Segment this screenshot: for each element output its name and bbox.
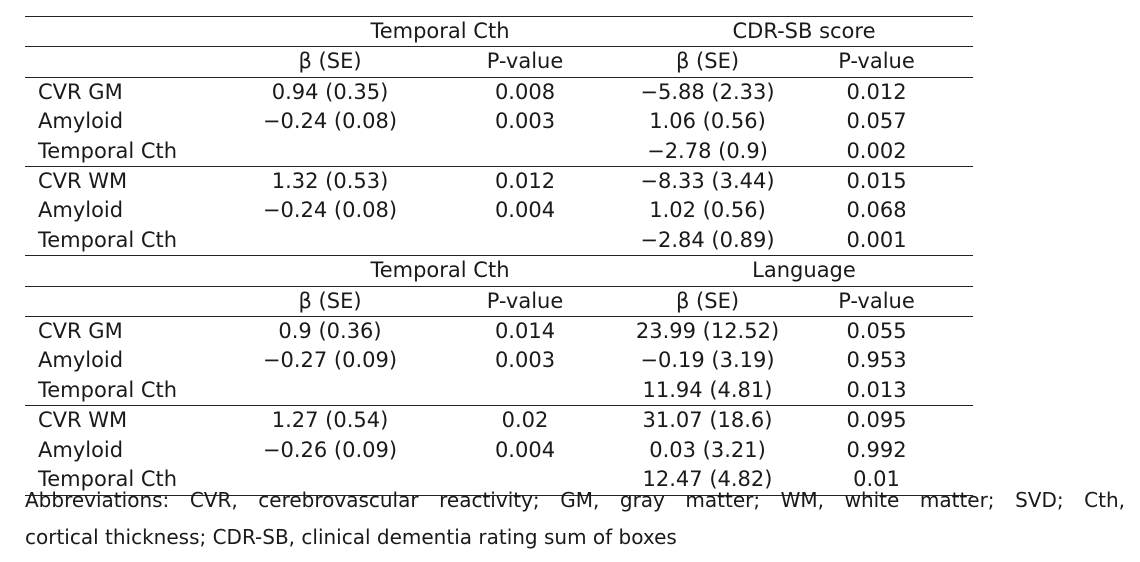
table-cell: 0.003 <box>494 109 556 134</box>
table-cell: 0.003 <box>494 348 556 373</box>
table-cell: 0.94 (0.35) <box>271 79 389 104</box>
table-cell: −0.24 (0.08) <box>262 198 398 223</box>
column-header: β (SE) <box>635 285 780 318</box>
footnote-line: Abbreviations: CVR, cerebrovascular reac… <box>25 488 1125 512</box>
table-cell: 0.014 <box>494 319 556 344</box>
table-row: Temporal Cth 11.94 (4.81) 0.013 <box>25 375 973 407</box>
row-label: Temporal Cth <box>25 375 245 407</box>
table-cell: 0.953 <box>846 348 907 373</box>
table-cell <box>415 465 635 496</box>
table-row: Amyloid −0.24 (0.08) 0.004 1.02 (0.56) 0… <box>25 196 973 225</box>
table-cell: 0.013 <box>780 375 973 407</box>
row-label: CVR GM <box>38 79 123 104</box>
group-header: CDR-SB score <box>635 15 973 47</box>
table-cell: 0.9 (0.36) <box>278 319 382 344</box>
column-header: P-value <box>780 46 973 78</box>
table-cell: 0.015 <box>846 169 907 194</box>
row-label: Temporal Cth <box>25 225 245 257</box>
table-cell: 0.055 <box>846 319 907 344</box>
table-cell: 0.012 <box>494 169 556 194</box>
table-cell: 23.99 (12.52) <box>635 319 780 344</box>
table-cell: 0.095 <box>846 408 907 433</box>
group-header: Temporal Cth <box>245 15 635 47</box>
table-row: Amyloid −0.26 (0.09) 0.004 0.03 (3.21) 0… <box>25 436 973 465</box>
column-header-row: β (SE) P-value β (SE) P-value <box>25 46 973 78</box>
table-cell: 1.02 (0.56) <box>649 198 766 223</box>
table-cell <box>245 136 415 168</box>
group-header-row: Temporal Cth Language <box>25 256 973 286</box>
table-cell: 0.012 <box>846 79 907 104</box>
table-row: Amyloid −0.24 (0.08) 0.003 1.06 (0.56) 0… <box>25 107 973 136</box>
table-cell: 0.008 <box>494 79 556 104</box>
table-cell: 1.27 (0.54) <box>271 408 389 433</box>
table-cell: −0.26 (0.09) <box>262 437 398 462</box>
row-label: CVR WM <box>38 169 128 194</box>
table-cell: 0.004 <box>494 437 556 462</box>
column-header: β (SE) <box>635 46 780 78</box>
footnote-line: cortical thickness; CDR-SB, clinical dem… <box>25 525 677 549</box>
column-header: β (SE) <box>245 46 415 78</box>
table-cell: 0.001 <box>780 225 973 257</box>
table-cell: 11.94 (4.81) <box>635 375 780 407</box>
table-cell: 0.992 <box>846 437 907 462</box>
results-table: Temporal Cth CDR-SB score β (SE) P-value… <box>25 15 973 496</box>
table-cell: −5.88 (2.33) <box>640 79 775 104</box>
column-header: P-value <box>415 46 635 78</box>
row-label: Temporal Cth <box>25 136 245 168</box>
table-cell: 0.01 <box>780 465 973 496</box>
row-label: Amyloid <box>38 437 124 462</box>
table-cell: 12.47 (4.82) <box>635 465 780 496</box>
table-cell: 0.057 <box>846 109 907 134</box>
table-row: CVR WM 1.32 (0.53) 0.012 −8.33 (3.44) 0.… <box>25 167 973 197</box>
table-cell: 0.02 <box>501 408 549 433</box>
table-cell: 0.002 <box>780 136 973 168</box>
column-header: β (SE) <box>245 285 415 318</box>
table-row: Temporal Cth 12.47 (4.82) 0.01 <box>25 465 973 496</box>
row-label: Amyloid <box>38 198 124 223</box>
table-row: Amyloid −0.27 (0.09) 0.003 −0.19 (3.19) … <box>25 346 973 375</box>
table-row: Temporal Cth −2.84 (0.89) 0.001 <box>25 225 973 257</box>
group-header: Temporal Cth <box>370 258 510 283</box>
row-label: CVR GM <box>38 319 123 344</box>
table-row: CVR GM 0.9 (0.36) 0.014 23.99 (12.52) 0.… <box>25 317 973 347</box>
table-cell: 0.068 <box>846 198 907 223</box>
row-label: Amyloid <box>38 348 124 373</box>
table-cell <box>415 136 635 168</box>
group-header: Language <box>752 258 856 283</box>
table-cell <box>415 225 635 257</box>
table-cell <box>245 375 415 407</box>
row-label: Temporal Cth <box>25 465 245 496</box>
table-cell <box>415 375 635 407</box>
table-cell: 1.32 (0.53) <box>271 169 389 194</box>
table-cell: 0.004 <box>494 198 556 223</box>
table-cell: −2.84 (0.89) <box>635 225 780 257</box>
table-row: CVR GM 0.94 (0.35) 0.008 −5.88 (2.33) 0.… <box>25 77 973 107</box>
column-header: P-value <box>780 285 973 318</box>
table-cell: 0.03 (3.21) <box>649 437 766 462</box>
table-row: CVR WM 1.27 (0.54) 0.02 31.07 (18.6) 0.0… <box>25 406 973 436</box>
table-row: Temporal Cth −2.78 (0.9) 0.002 <box>25 136 973 168</box>
table-footnote: Abbreviations: CVR, cerebrovascular reac… <box>25 482 1125 556</box>
row-label: CVR WM <box>38 408 128 433</box>
table-cell: −2.78 (0.9) <box>635 136 780 168</box>
table-cell: −8.33 (3.44) <box>640 169 775 194</box>
table-cell: 1.06 (0.56) <box>649 109 766 134</box>
table-cell: 31.07 (18.6) <box>642 408 773 433</box>
table-cell <box>245 465 415 496</box>
table-cell: −0.27 (0.09) <box>262 348 398 373</box>
table-cell: −0.24 (0.08) <box>262 109 398 134</box>
column-header-row: β (SE) P-value β (SE) P-value <box>25 285 973 318</box>
row-label: Amyloid <box>38 109 124 134</box>
column-header: P-value <box>415 285 635 318</box>
table-cell: −0.19 (3.19) <box>640 348 775 373</box>
group-header-row: Temporal Cth CDR-SB score <box>25 15 973 47</box>
table-cell <box>245 225 415 257</box>
